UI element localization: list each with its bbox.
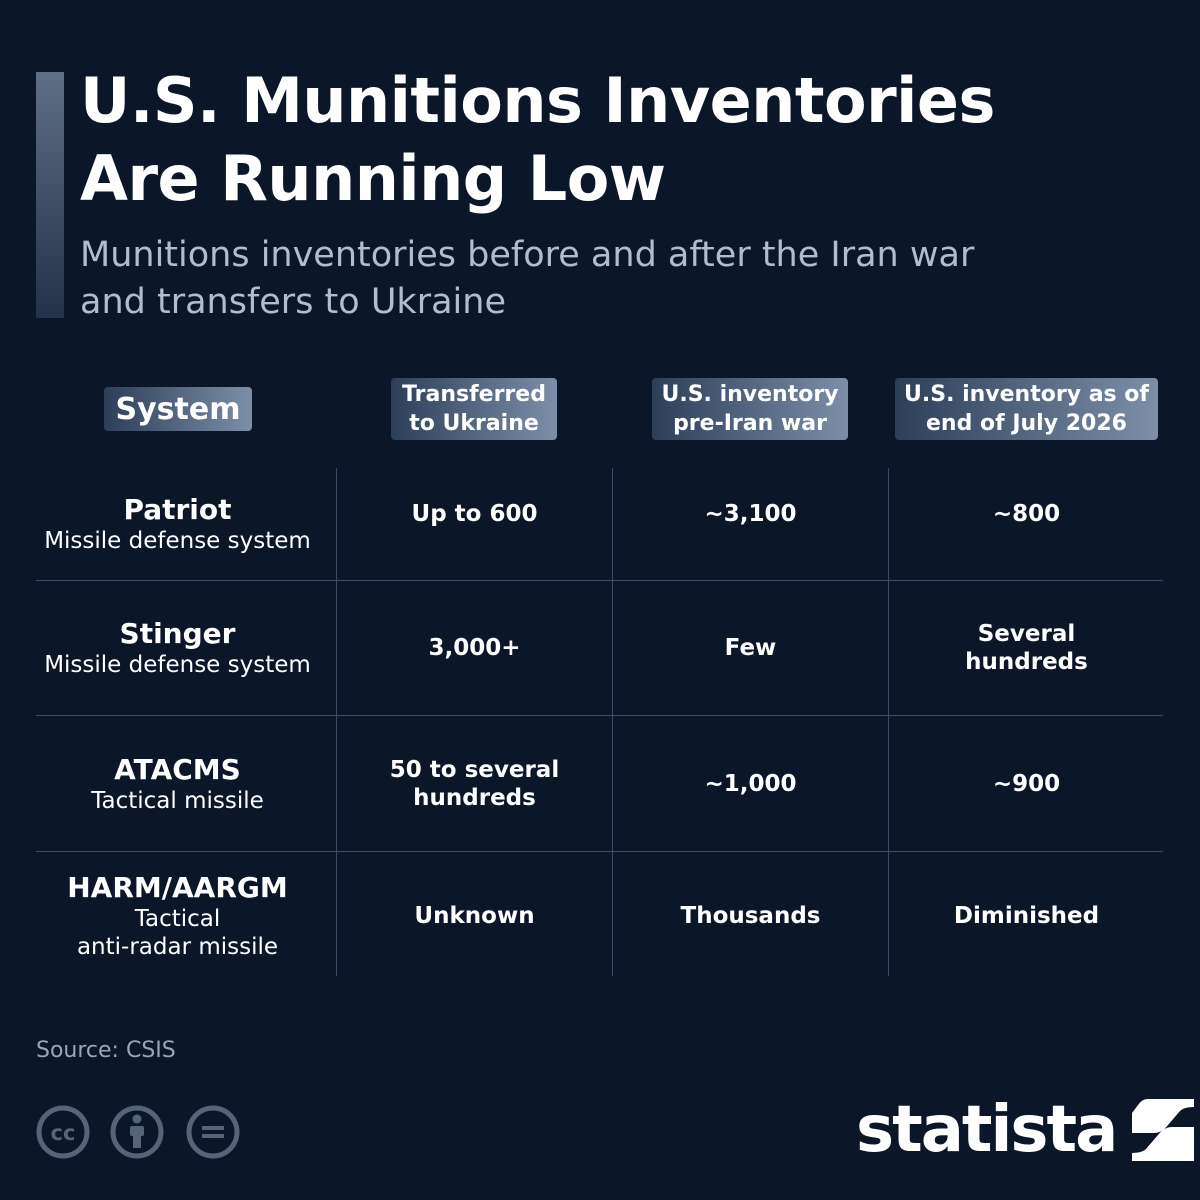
cell-value: ~1,000 [704, 770, 797, 797]
table-row-atacms-pre-war: ~1,000 [613, 716, 888, 851]
cell-value: Up to 600 [411, 501, 538, 527]
header-july-line-2: end of July 2026 [926, 411, 1127, 436]
header-transferred-line-1: Transferred [402, 382, 546, 407]
header-july: U.S. inventory as of end of July 2026 [895, 378, 1158, 440]
system-description: Missile defense system [44, 652, 311, 678]
table-row-atacms-july: ~900 [889, 716, 1164, 851]
cell-value-line-2: hundreds [413, 784, 536, 811]
table-row-atacms-transferred: 50 to several hundreds [337, 716, 612, 851]
subtitle-line-2: and transfers to Ukraine [80, 282, 506, 322]
row-divider-3 [36, 851, 1163, 852]
table-row-stinger-pre-war: Few [613, 581, 888, 715]
cell-value: Thousands [680, 903, 821, 929]
system-description-line-2: anti-radar missile [76, 934, 279, 960]
cell-value: ~800 [992, 501, 1061, 527]
header-pre-war-line-1: U.S. inventory [661, 382, 839, 407]
source-note: Source: CSIS [36, 1038, 176, 1063]
statista-logo-icon [1132, 1099, 1195, 1161]
cell-value: Diminished [953, 903, 1100, 929]
header-july-line-1: U.S. inventory as of [904, 382, 1149, 407]
cell-value: 3,000+ [428, 635, 521, 661]
table-row-patriot-transferred: Up to 600 [337, 468, 612, 560]
table-row-stinger-transferred: 3,000+ [337, 581, 612, 715]
row-divider-1 [36, 580, 1163, 581]
system-description: Missile defense system [44, 528, 311, 554]
attribution-icon[interactable] [110, 1105, 164, 1159]
title-line-1: U.S. Munitions Inventories [80, 64, 995, 137]
column-divider-3 [888, 468, 889, 976]
title-line-2: Are Running Low [80, 142, 666, 215]
cell-value-line-1: 50 to several [389, 756, 560, 783]
system-name: HARM/AARGM [67, 871, 288, 904]
page-subtitle: Munitions inventories before and after t… [80, 232, 1160, 326]
svg-text:cc: cc [51, 1121, 76, 1145]
table-row-stinger-system: Stinger Missile defense system [36, 581, 319, 715]
system-name: Stinger [119, 617, 236, 650]
cell-value-line-2: hundreds [965, 649, 1088, 675]
column-divider-2 [612, 468, 613, 976]
header-pre-war-line-2: pre-Iran war [673, 411, 827, 436]
column-divider-1 [336, 468, 337, 976]
page-title: U.S. Munitions Inventories Are Running L… [80, 62, 1160, 218]
header-system-label: System [115, 391, 241, 427]
system-name: ATACMS [114, 752, 241, 786]
table-row-stinger-july: Several hundreds [889, 581, 1164, 715]
cell-value: Few [724, 635, 777, 661]
statista-logo-text: statista [856, 1093, 1118, 1167]
table-row-harm-transferred: Unknown [337, 852, 612, 980]
header-transferred-label: Transferred to Ukraine [402, 380, 546, 438]
header-transferred: Transferred to Ukraine [391, 378, 557, 440]
header-july-label: U.S. inventory as of end of July 2026 [904, 380, 1149, 438]
table-row-patriot-system: Patriot Missile defense system [36, 468, 319, 580]
cell-value: ~3,100 [704, 501, 797, 527]
header-system: System [104, 387, 252, 431]
system-name: Patriot [123, 493, 232, 526]
statista-logo[interactable]: statista [856, 1092, 1195, 1168]
cell-value: ~900 [992, 770, 1061, 797]
subtitle-line-1: Munitions inventories before and after t… [80, 235, 975, 275]
cc-icon[interactable]: cc [36, 1105, 90, 1159]
table-row-atacms-system: ATACMS Tactical missile [36, 716, 319, 851]
system-description-line-1: Tactical [134, 906, 221, 932]
system-description: Tactical missile [91, 787, 264, 814]
header-transferred-line-2: to Ukraine [409, 411, 539, 436]
table-row-patriot-pre-war: ~3,100 [613, 468, 888, 560]
header-pre-war: U.S. inventory pre-Iran war [652, 378, 848, 440]
row-divider-2 [36, 715, 1163, 716]
title-accent-bar [36, 72, 64, 318]
table-row-harm-july: Diminished [889, 852, 1164, 980]
cell-value: Unknown [414, 903, 535, 929]
table-row-patriot-july: ~800 [889, 468, 1164, 560]
no-derivatives-icon[interactable] [186, 1105, 240, 1159]
table-row-harm-system: HARM/AARGM Tactical anti-radar missile [36, 852, 319, 980]
header-pre-war-label: U.S. inventory pre-Iran war [661, 380, 838, 438]
cell-value-line-1: Several [977, 621, 1076, 647]
table-row-harm-pre-war: Thousands [613, 852, 888, 980]
